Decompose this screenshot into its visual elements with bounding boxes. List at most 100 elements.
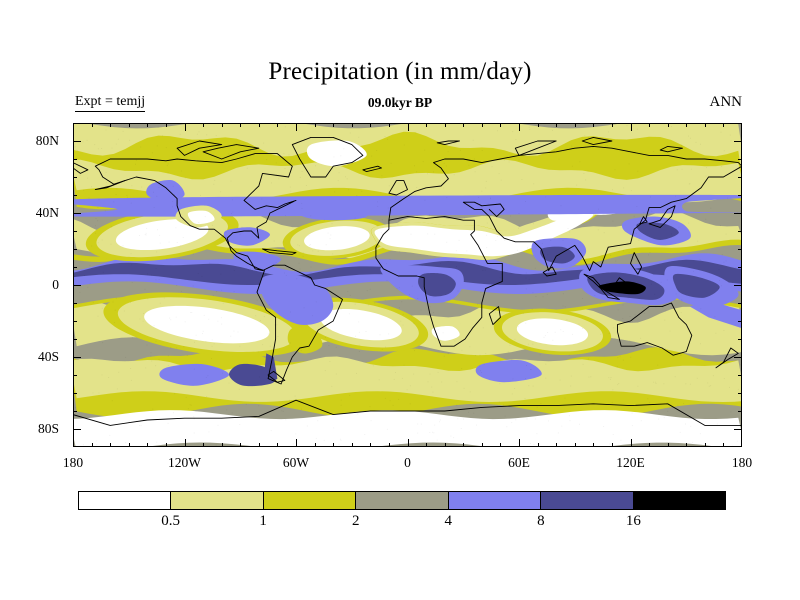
colorbar [78,491,726,510]
axis-tick [593,123,595,127]
x-axis-tick-label: 120E [616,455,645,470]
axis-tick [734,285,742,286]
axis-tick [667,123,669,127]
axis-tick [73,393,77,394]
axis-tick [73,267,77,268]
x-axis-tick-label: 180 [731,455,753,470]
axis-tick [593,443,595,447]
axis-tick [734,429,742,430]
colorbar-band [79,492,171,509]
axis-tick [738,159,742,160]
colorbar-band [447,492,541,509]
page-title: Precipitation (in mm/day) [268,58,532,85]
axis-tick [426,443,428,447]
colorbar-tick-label: 1 [259,513,267,529]
axis-tick [630,123,632,131]
axis-tick [723,123,725,127]
axis-tick [574,443,576,447]
axis-tick [165,443,167,447]
colorbar-band [540,492,633,509]
axis-tick [147,123,149,127]
axis-tick [519,439,520,447]
axis-tick [370,123,372,127]
axis-tick [91,443,93,447]
axis-tick [203,443,205,447]
map-plot-area [73,123,742,447]
y-axis-tick-label: 40S [37,349,59,364]
subtitle: 09.0kyr BP [367,95,433,110]
axis-tick [738,303,742,304]
axis-tick [221,443,223,447]
axis-tick [463,123,465,127]
axis-tick [556,443,558,447]
axis-tick [73,123,77,124]
axis-tick [165,123,167,127]
axis-tick [426,123,428,127]
axis-tick [649,443,651,447]
axis-tick [738,267,742,268]
colorbar-tick-label: 16 [625,513,641,529]
y-axis-tick-label: 80S [37,421,59,436]
experiment-label: Expt = temjj [75,94,146,112]
colorbar-band [262,492,356,509]
axis-tick [73,303,77,304]
axis-tick [630,439,632,447]
axis-tick [738,195,742,196]
axis-tick [388,443,390,447]
axis-tick [444,123,446,127]
axis-tick [667,443,669,447]
y-axis-tick-label: 80N [35,133,59,148]
axis-tick [110,123,112,127]
axis-tick [314,443,316,447]
axis-tick [741,123,742,131]
axis-tick [738,375,742,376]
axis-tick [574,123,576,127]
axis-tick [723,443,725,447]
axis-tick [738,123,742,124]
axis-tick [407,439,409,447]
colorbar-tick-label: 0.5 [161,513,180,529]
axis-tick [73,249,77,250]
axis-tick [73,339,77,340]
axis-tick [277,123,279,127]
axis-tick [73,159,77,160]
axis-tick [258,443,260,447]
axis-tick [73,411,77,412]
axis-tick [738,177,742,178]
y-axis: 80N 40N 0 40S 80S [0,123,68,447]
axis-tick [73,429,81,430]
axis-tick [128,123,130,127]
x-axis: 180 120W 60W 0 60E 120E 180 [63,455,752,477]
axis-tick [704,123,706,127]
axis-tick [738,339,742,340]
axis-tick [73,375,77,376]
season-label: ANN [709,94,743,110]
axis-tick [734,141,742,142]
axis-tick [73,213,81,214]
axis-tick [704,443,706,447]
axis-tick [73,195,77,196]
axis-tick [221,123,223,127]
axis-tick [407,123,409,131]
x-axis-tick-label: 180 [62,455,84,470]
axis-tick [203,123,205,127]
axis-tick [73,321,77,322]
x-axis-tick-label: 0 [404,455,411,470]
axis-tick [73,177,77,178]
axis-tick [73,141,81,142]
y-axis-tick-label: 0 [52,277,59,292]
axis-tick [277,443,279,447]
axis-tick [481,123,483,127]
axis-tick [556,123,558,127]
axis-tick [351,123,353,127]
colorbar-labels: 0.5 1 2 4 8 16 [78,513,726,537]
axis-tick [738,393,742,394]
axis-tick [258,123,260,127]
axis-tick [296,123,297,131]
x-axis-tick-label: 60W [282,455,310,470]
axis-tick [686,123,688,127]
x-axis-tick-label: 120W [168,455,201,470]
axis-tick [388,123,390,127]
axis-tick [73,357,81,358]
